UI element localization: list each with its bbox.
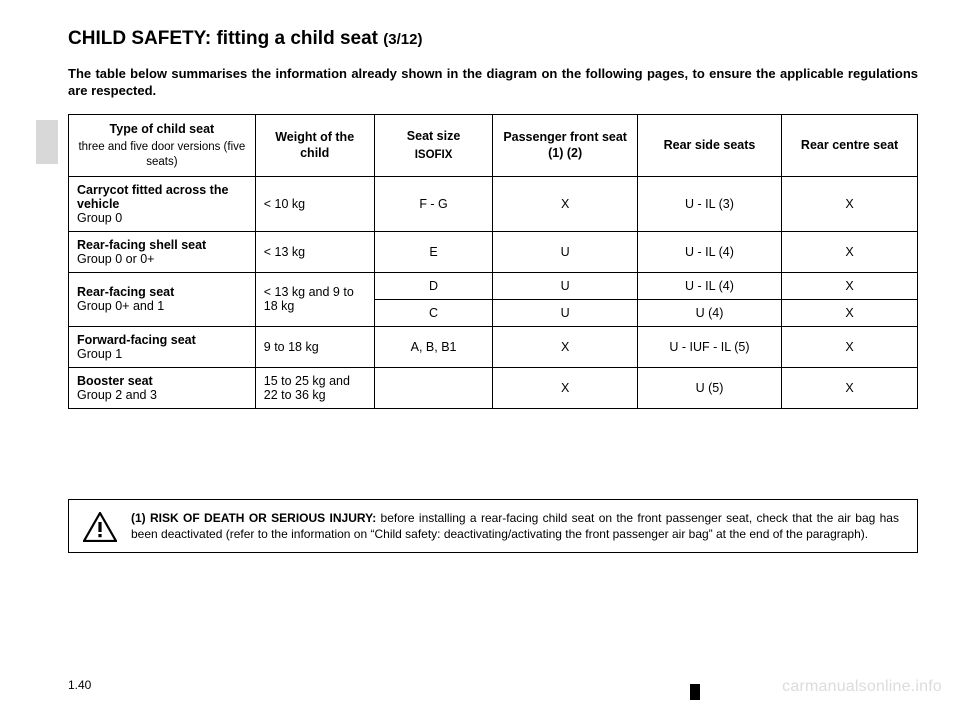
th-isofix-sub: ISOFIX (383, 148, 485, 163)
cell-isofix: C (374, 299, 493, 326)
cell-isofix: D (374, 272, 493, 299)
cell-front: X (493, 367, 637, 408)
cell-side: U - IL (4) (637, 272, 781, 299)
th-centre: Rear centre seat (782, 114, 918, 176)
cell-type-group: Group 1 (77, 347, 247, 361)
cell-type: Forward-facing seat Group 1 (69, 326, 256, 367)
cell-type: Rear-facing shell seat Group 0 or 0+ (69, 231, 256, 272)
title-main: CHILD SAFETY: fitting a child seat (68, 28, 383, 49)
cell-type-bold: Booster seat (77, 374, 153, 388)
cell-front: X (493, 326, 637, 367)
th-weight: Weight of the child (255, 114, 374, 176)
cell-type-group: Group 0+ and 1 (77, 299, 247, 313)
cell-side: U (5) (637, 367, 781, 408)
cell-type-group: Group 0 or 0+ (77, 252, 247, 266)
warning-text: (1) RISK OF DEATH OR SERIOUS INJURY: bef… (131, 510, 899, 542)
cell-centre: X (782, 272, 918, 299)
crop-mark (690, 684, 700, 700)
th-type: Type of child seat three and five door v… (69, 114, 256, 176)
cell-type-bold: Rear-facing seat (77, 285, 174, 299)
cell-centre: X (782, 367, 918, 408)
cell-type: Booster seat Group 2 and 3 (69, 367, 256, 408)
warning-triangle-icon (83, 512, 117, 542)
cell-type-bold: Rear-facing shell seat (77, 238, 206, 252)
cell-centre: X (782, 176, 918, 231)
th-type-main: Type of child seat (110, 122, 215, 136)
cell-type-group: Group 2 and 3 (77, 388, 247, 402)
cell-side: U (4) (637, 299, 781, 326)
side-tab (36, 120, 58, 164)
cell-centre: X (782, 231, 918, 272)
cell-front: X (493, 176, 637, 231)
table-row: Forward-facing seat Group 1 9 to 18 kg A… (69, 326, 918, 367)
cell-isofix (374, 367, 493, 408)
page-number: 1.40 (68, 678, 91, 692)
cell-isofix: A, B, B1 (374, 326, 493, 367)
cell-weight: 9 to 18 kg (255, 326, 374, 367)
cell-centre: X (782, 299, 918, 326)
cell-isofix: F - G (374, 176, 493, 231)
cell-weight: < 10 kg (255, 176, 374, 231)
cell-type-bold: Carrycot fitted across the vehicle (77, 183, 228, 211)
cell-side: U - IL (4) (637, 231, 781, 272)
watermark: carmanualsonline.info (782, 678, 942, 696)
th-isofix: Seat size ISOFIX (374, 114, 493, 176)
th-type-sub: three and five door versions (five seats… (77, 140, 247, 170)
cell-weight: < 13 kg (255, 231, 374, 272)
cell-side: U - IUF - IL (5) (637, 326, 781, 367)
cell-front: U (493, 299, 637, 326)
table-row: Carrycot fitted across the vehicle Group… (69, 176, 918, 231)
cell-weight: < 13 kg and 9 to 18 kg (255, 272, 374, 326)
table-header-row: Type of child seat three and five door v… (69, 114, 918, 176)
table-row: Booster seat Group 2 and 3 15 to 25 kg a… (69, 367, 918, 408)
cell-type-bold: Forward-facing seat (77, 333, 196, 347)
cell-front: U (493, 272, 637, 299)
title-sub: (3/12) (383, 31, 422, 48)
cell-front: U (493, 231, 637, 272)
cell-type-group: Group 0 (77, 211, 247, 225)
cell-centre: X (782, 326, 918, 367)
cell-type: Rear-facing seat Group 0+ and 1 (69, 272, 256, 326)
intro-text: The table below summarises the informati… (68, 66, 918, 100)
table-row: Rear-facing shell seat Group 0 or 0+ < 1… (69, 231, 918, 272)
page-title: CHILD SAFETY: fitting a child seat (3/12… (68, 28, 918, 50)
cell-type: Carrycot fitted across the vehicle Group… (69, 176, 256, 231)
cell-side: U - IL (3) (637, 176, 781, 231)
warning-box: (1) RISK OF DEATH OR SERIOUS INJURY: bef… (68, 499, 918, 553)
th-side: Rear side seats (637, 114, 781, 176)
th-front: Passenger front seat (1) (2) (493, 114, 637, 176)
warning-lead: (1) RISK OF DEATH OR SERIOUS INJURY: (131, 511, 381, 525)
th-isofix-main: Seat size (407, 129, 461, 143)
cell-isofix: E (374, 231, 493, 272)
cell-weight: 15 to 25 kg and 22 to 36 kg (255, 367, 374, 408)
child-seat-table: Type of child seat three and five door v… (68, 114, 918, 409)
table-row: Rear-facing seat Group 0+ and 1 < 13 kg … (69, 272, 918, 299)
